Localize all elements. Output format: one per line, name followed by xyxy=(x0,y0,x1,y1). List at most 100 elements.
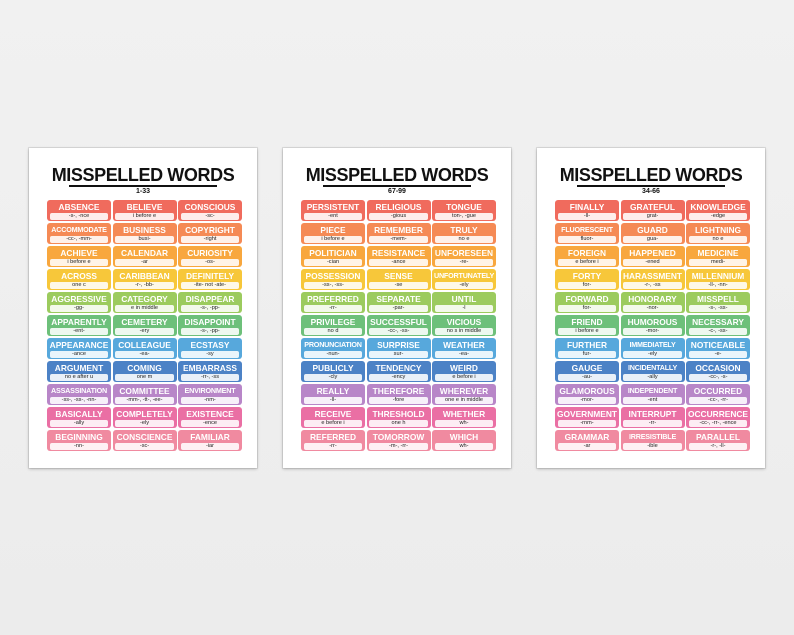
word-label: MILLENNIUM xyxy=(691,270,745,281)
word-label: EXISTENCE xyxy=(186,408,234,419)
word-label: CARIBBEAN xyxy=(119,270,170,281)
word-label: REFERRED xyxy=(309,431,357,442)
word-cell: WHICH wh- xyxy=(432,430,496,451)
spelling-hint: fur- xyxy=(557,350,617,358)
spelling-hint: -ll-, -nn- xyxy=(688,281,748,289)
spelling-hint: -ally xyxy=(49,419,109,427)
poster-2: MISSPELLED WORDS 67-99 PERSISTENT -ent REL… xyxy=(293,158,501,458)
word-cell: CONSCIENCE -sc- xyxy=(112,430,177,451)
spelling-hint: wh- xyxy=(434,419,494,427)
spelling-hint: wh- xyxy=(434,442,494,450)
spelling-hint: -ency xyxy=(369,373,428,381)
word-cell: NECESSARY -c-, -ss- xyxy=(686,315,750,336)
word-label: OCCURRED xyxy=(693,385,743,396)
word-cell: REALLY -ll- xyxy=(301,384,365,405)
word-cell: HARASSMENT -r-, -ss xyxy=(620,269,685,290)
word-cell: FORTY for- xyxy=(555,269,619,290)
word-label: FOREIGN xyxy=(567,247,607,258)
spelling-hint: -ss-, -ss- xyxy=(303,281,363,289)
word-cell: FORWARD for- xyxy=(555,292,619,313)
word-label: GLAMOROUS xyxy=(559,385,615,396)
spelling-hint: -ea- xyxy=(434,350,494,358)
word-cell: GOVERNMENT -rnm- xyxy=(555,407,619,428)
word-cell: SURPRISE sur- xyxy=(366,338,431,359)
spelling-hint: i before e xyxy=(49,258,109,266)
word-label: UNFORESEEN xyxy=(434,247,494,258)
word-label: ACCOMMODATE xyxy=(51,224,107,234)
word-cell: ACROSS one c xyxy=(47,269,111,290)
word-label: ASSASSINATION xyxy=(51,385,107,395)
spelling-hint: -par- xyxy=(369,304,428,312)
word-label: OCCASION xyxy=(695,362,741,373)
spelling-hint: -rr- xyxy=(303,304,363,312)
word-label: PARALLEL xyxy=(695,431,741,442)
word-label: LIGHTNING xyxy=(694,224,742,235)
word-label: BASICALLY xyxy=(55,408,103,419)
word-cell: EXISTENCE -ence xyxy=(178,407,242,428)
spelling-hint: -rr- xyxy=(623,419,682,427)
word-cell: PERSISTENT -ent xyxy=(301,200,365,221)
spelling-hint: -cc-, -ss- xyxy=(369,327,428,335)
word-label: THRESHOLD xyxy=(372,408,425,419)
word-label: GRAMMAR xyxy=(564,431,610,442)
spelling-hint: e in middle xyxy=(115,304,174,312)
word-label: TENDENCY xyxy=(375,362,422,373)
title-underline xyxy=(69,185,217,187)
word-cell: OCCURRENCE -cc-, -rr-, -ence xyxy=(686,407,750,428)
word-cell: PUBLICLY -cly xyxy=(301,361,365,382)
word-cell: SENSE -se xyxy=(366,269,431,290)
spelling-hint: -ll- xyxy=(557,212,617,220)
spelling-hint: -edge xyxy=(688,212,748,220)
word-label: BEGINNING xyxy=(55,431,103,442)
word-cell: EMBARRASS -rr-, -ss xyxy=(178,361,242,382)
spelling-hint: e before i xyxy=(303,419,363,427)
spelling-hint: -ea- xyxy=(115,350,174,358)
word-label: PREFERRED xyxy=(307,293,359,304)
spelling-hint: one c xyxy=(49,281,109,289)
poster-range: 34-66 xyxy=(642,188,660,195)
spelling-hint: e before i xyxy=(434,373,494,381)
spelling-hint: -s-, -ss- xyxy=(688,304,748,312)
word-label: IMMEDIATELY xyxy=(629,339,676,349)
word-cell: GAUGE -au- xyxy=(555,361,619,382)
spelling-hint: -ened xyxy=(623,258,682,266)
word-cell: TOMORROW -m-, -rr- xyxy=(366,430,431,451)
poster-1: MISSPELLED WORDS 1-33 ABSENCE -s-, -nce BE… xyxy=(39,158,247,458)
word-label: APPARENTLY xyxy=(51,316,107,327)
word-cell: COLLEAGUE -ea- xyxy=(112,338,177,359)
spelling-hint: -ite- not -ate- xyxy=(180,281,240,289)
word-cell: COMING one m xyxy=(112,361,177,382)
spelling-hint: i before e xyxy=(557,327,617,335)
word-cell: THRESHOLD one h xyxy=(366,407,431,428)
word-label: ENVIRONMENT xyxy=(184,385,236,395)
word-cell: INTERRUPT -rr- xyxy=(620,407,685,428)
spelling-hint: -ance xyxy=(369,258,428,266)
spelling-hint: -ely xyxy=(115,419,174,427)
spelling-hint: -nun- xyxy=(303,350,363,358)
word-cell: UNFORTUNATELY -ely xyxy=(432,269,496,290)
spelling-hint: -c-, -ss- xyxy=(688,327,748,335)
spelling-hint: no e xyxy=(688,235,748,243)
word-label: DEFINITELY xyxy=(185,270,235,281)
spelling-hint: -mor- xyxy=(557,396,617,404)
word-cell: IMMEDIATELY -ely xyxy=(620,338,685,359)
spelling-hint: -ent xyxy=(303,212,363,220)
word-label: PRIVILEGE xyxy=(310,316,356,327)
word-label: FURTHER xyxy=(566,339,607,350)
spelling-hint: -se xyxy=(369,281,428,289)
word-cell: FURTHER fur- xyxy=(555,338,619,359)
word-label: CALENDAR xyxy=(121,247,168,258)
word-label: RELIGIOUS xyxy=(375,201,422,212)
spelling-hint: -r-, -bb- xyxy=(115,281,174,289)
word-cell: COMMITTEE -mm-, -tt-, -ee- xyxy=(112,384,177,405)
word-cell: UNFORESEEN -re- xyxy=(432,246,496,267)
word-cell: INCIDENTALLY -ally xyxy=(620,361,685,382)
word-label: APPEARANCE xyxy=(49,339,109,350)
spelling-hint: -ent- xyxy=(49,327,109,335)
word-label: COMING xyxy=(127,362,162,373)
spelling-hint: -cc-, -rr- xyxy=(688,396,748,404)
word-cell: THEREFORE -fore xyxy=(366,384,431,405)
spelling-hint: -mm-, -tt-, -ee- xyxy=(115,396,174,404)
spelling-hint: -ence xyxy=(180,419,240,427)
word-label: WHICH xyxy=(449,431,479,442)
